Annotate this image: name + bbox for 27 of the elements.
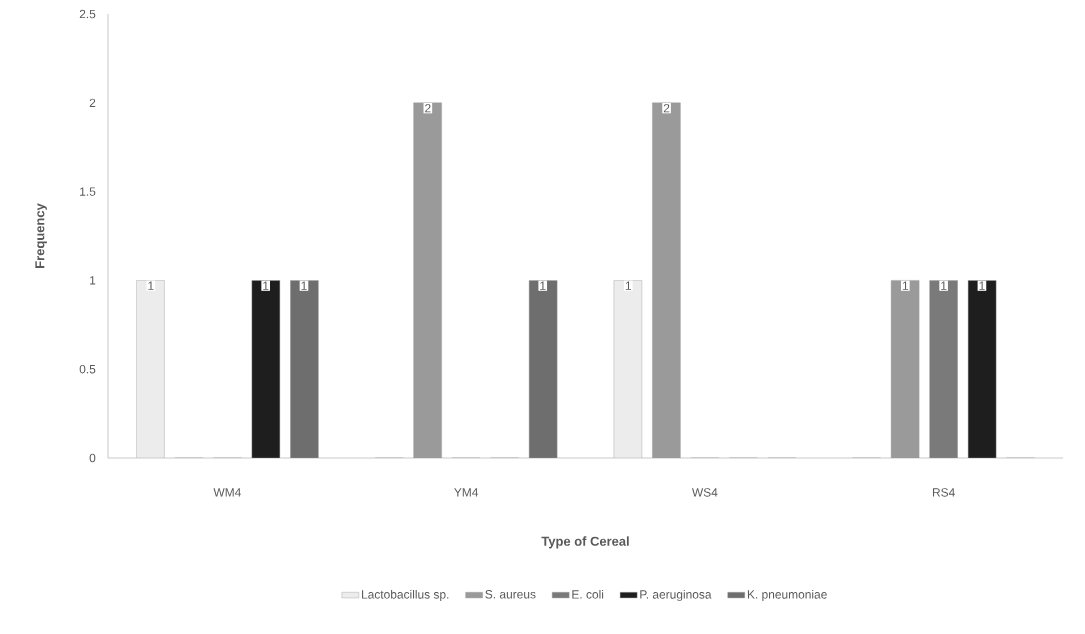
y-tick-label: 1.5	[80, 187, 96, 196]
data-label: 1	[902, 281, 909, 290]
y-tick-label: 0.5	[79, 364, 96, 374]
legend-label: K. pneumoniae	[747, 589, 827, 602]
legend-label: Lactobacillus sp.	[362, 589, 449, 602]
x-tick-label: WM4	[213, 488, 241, 497]
data-label: 1	[979, 281, 985, 290]
y-tick-label: 0	[89, 453, 96, 463]
y-axis-title: Frequency	[35, 203, 47, 268]
data-label: 1	[148, 281, 154, 290]
data-label: 2	[425, 104, 431, 113]
data-label: 1	[540, 281, 546, 290]
x-tick-label: WS4	[691, 488, 718, 497]
legend-label: P. aeruginosa	[640, 589, 712, 602]
y-tick-label: 2.5	[79, 9, 96, 19]
y-tick-label: 1	[90, 276, 96, 285]
x-tick-label: YM4	[454, 488, 479, 497]
data-label: 1	[625, 281, 632, 290]
x-tick-label: RS4	[932, 488, 955, 497]
legend-label: S. aureus	[485, 590, 536, 599]
data-label: 2	[663, 104, 670, 113]
data-label: 1	[263, 281, 269, 290]
legend-label: E. coli	[572, 589, 604, 599]
x-axis-title: Type of Cereal	[541, 536, 629, 549]
data-label: 1	[301, 281, 307, 290]
y-tick-label: 2	[89, 98, 96, 107]
data-label: 1	[941, 281, 947, 290]
